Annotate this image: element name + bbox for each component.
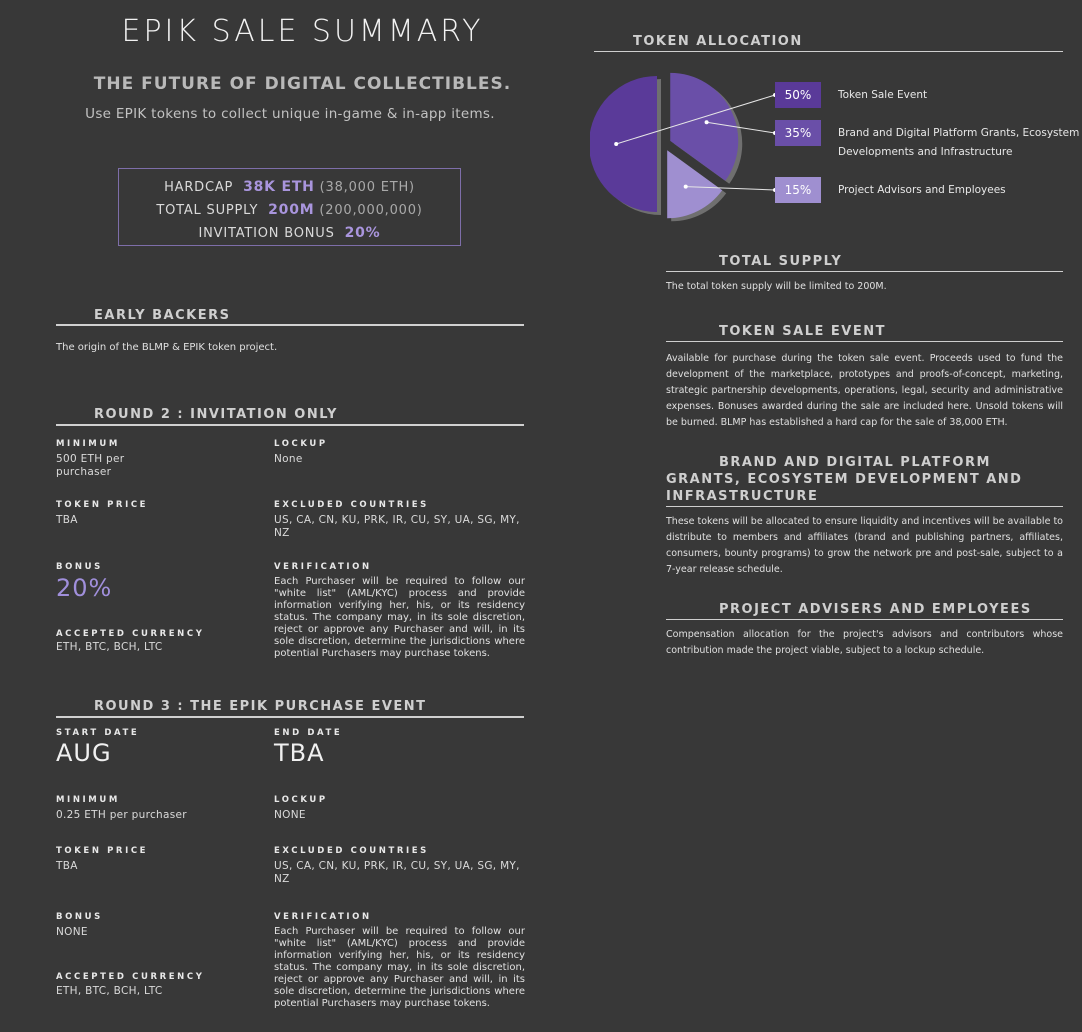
legend-label-token-sale: Token Sale Event — [838, 89, 928, 101]
token-sale-heading: TOKEN SALE EVENT — [719, 324, 886, 339]
round3-price-value: TBA — [56, 860, 78, 872]
round2-bonus-value: 20% — [56, 574, 113, 602]
round2-price-label: TOKEN PRICE — [56, 500, 149, 510]
round2-verification-label: VERIFICATION — [274, 562, 372, 572]
grants-heading-text: BRAND AND DIGITAL PLATFORM GRANTS, ECOSY… — [666, 455, 1023, 504]
pie-slice-advisors — [667, 150, 723, 219]
supply-label: TOTAL SUPPLY — [156, 203, 259, 218]
token-sale-text: Available for purchase during the token … — [666, 353, 1063, 428]
pie-leader-dot-advisors-0 — [683, 184, 688, 189]
legend-pct-token-sale: 50% — [775, 82, 821, 108]
round3-excluded-value: US, CA, CN, KU, PRK, IR, CU, SY, UA, SG,… — [274, 860, 520, 885]
round3-start-label: START DATE — [56, 728, 140, 738]
allocation-pie-chart — [590, 72, 777, 222]
bonus-row: INVITATION BONUS 20% — [119, 222, 460, 245]
round3-excluded-label: EXCLUDED COUNTRIES — [274, 846, 429, 856]
hardcap-detail: (38,000 ETH) — [319, 180, 415, 195]
total-supply-heading: TOTAL SUPPLY — [719, 254, 843, 269]
round3-minimum-value: 0.25 ETH per purchaser — [56, 809, 187, 821]
early-backers-text: The origin of the BLMP & EPIK token proj… — [56, 342, 278, 353]
pie-leader-dot-grants-0 — [704, 120, 709, 125]
hardcap-value: 38K ETH — [243, 179, 315, 195]
supply-value: 200M — [268, 202, 315, 218]
round3-bonus-label: BONUS — [56, 912, 103, 922]
round2-excluded-value: US, CA, CN, KU, PRK, IR, CU, SY, UA, SG,… — [274, 514, 520, 539]
round2-excluded-label: EXCLUDED COUNTRIES — [274, 500, 429, 510]
pie-leaders — [614, 93, 777, 192]
round3-bonus-value: NONE — [56, 926, 88, 938]
round2-bonus-label: BONUS — [56, 562, 103, 572]
legend-label-grants-line1: Brand and Digital Platform Grants, Ecosy… — [838, 127, 1080, 139]
legend-pct-advisors: 15% — [775, 177, 821, 203]
grants-heading: BRAND AND DIGITAL PLATFORM GRANTS, ECOSY… — [666, 454, 1063, 505]
advisers-text: Compensation allocation for the project'… — [666, 629, 1063, 656]
early-backers-rule — [56, 324, 524, 326]
grants-rule — [666, 506, 1063, 507]
supply-detail: (200,000,000) — [319, 203, 423, 218]
round3-verification-value: Each Purchaser will be required to follo… — [274, 926, 525, 1009]
round3-verification-label: VERIFICATION — [274, 912, 372, 922]
round2-currency-label: ACCEPTED CURRENCY — [56, 629, 205, 639]
pie-leader-line-grants — [706, 121, 776, 134]
round3-currency-label: ACCEPTED CURRENCY — [56, 972, 205, 982]
advisers-rule — [666, 619, 1063, 620]
subtagline: Use EPIK tokens to collect unique in-gam… — [85, 106, 495, 122]
pie-leader-line-advisors — [685, 186, 776, 191]
round2-price-value: TBA — [56, 514, 78, 526]
page-title: EPIK SALE SUMMARY — [121, 14, 484, 49]
round2-heading: ROUND 2 : INVITATION ONLY — [94, 407, 338, 422]
legend-pct-grants: 35% — [775, 120, 821, 146]
early-backers-heading: EARLY BACKERS — [94, 308, 231, 323]
hardcap-row: HARDCAP 38K ETH (38,000 ETH) — [119, 176, 460, 199]
round3-end-value: TBA — [274, 739, 325, 767]
pie-leader-line-token-sale — [616, 94, 776, 145]
pie-slices — [590, 72, 739, 219]
round2-minimum-value: 500 ETH per purchaser — [56, 453, 125, 478]
allocation-heading: TOKEN ALLOCATION — [633, 34, 803, 49]
legend-label-grants-line2: Developments and Infrastructure — [838, 146, 1013, 158]
round3-lockup-value: NONE — [274, 809, 306, 821]
advisers-heading: PROJECT ADVISERS AND EMPLOYEES — [719, 602, 1032, 617]
allocation-rule — [594, 51, 1063, 52]
round2-rule — [56, 424, 524, 426]
round3-start-value: AUG — [56, 739, 112, 767]
bonus-label: INVITATION BONUS — [198, 226, 335, 241]
total-supply-rule — [666, 271, 1063, 272]
round3-price-label: TOKEN PRICE — [56, 846, 149, 856]
bonus-value: 20% — [344, 225, 381, 241]
token-sale-rule — [666, 341, 1063, 342]
round3-currency-value: ETH, BTC, BCH, LTC — [56, 985, 163, 997]
hardcap-label: HARDCAP — [164, 180, 234, 195]
legend-label-advisors: Project Advisors and Employees — [838, 184, 1006, 196]
total-supply-text: The total token supply will be limited t… — [666, 281, 887, 292]
round2-lockup-value: None — [274, 453, 303, 465]
round3-heading: ROUND 3 : THE EPIK PURCHASE EVENT — [94, 699, 427, 714]
tagline: THE FUTURE OF DIGITAL COLLECTIBLES. — [93, 74, 512, 94]
grants-text: These tokens will be allocated to ensure… — [666, 516, 1063, 575]
round3-end-label: END DATE — [274, 728, 343, 738]
round2-verification-value: Each Purchaser will be required to follo… — [274, 576, 525, 659]
round3-rule — [56, 716, 524, 718]
round3-lockup-label: LOCKUP — [274, 795, 328, 805]
round2-minimum-label: MINIMUM — [56, 439, 120, 449]
pie-slice-token-sale — [590, 76, 657, 212]
supply-row: TOTAL SUPPLY 200M (200,000,000) — [119, 199, 460, 222]
pie-leader-dot-token-sale-0 — [614, 142, 619, 146]
round3-minimum-label: MINIMUM — [56, 795, 120, 805]
round2-lockup-label: LOCKUP — [274, 439, 328, 449]
pie-slice-grants — [670, 72, 739, 181]
round2-currency-value: ETH, BTC, BCH, LTC — [56, 641, 163, 653]
summary-box: HARDCAP 38K ETH (38,000 ETH) TOTAL SUPPL… — [118, 168, 461, 246]
